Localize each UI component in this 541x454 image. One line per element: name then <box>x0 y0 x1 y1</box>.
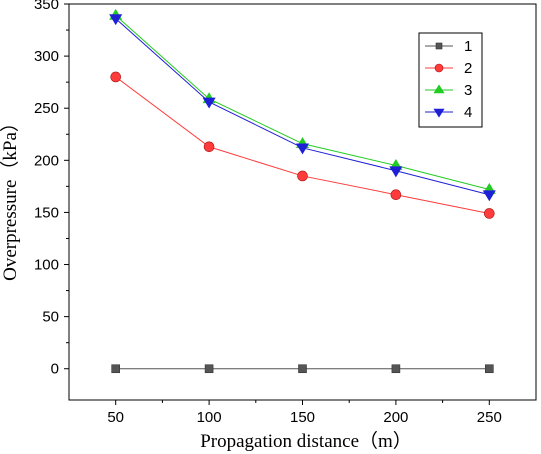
y-tick-label: 300 <box>34 48 59 65</box>
series-layer <box>109 8 496 374</box>
x-tick-label: 50 <box>107 409 124 426</box>
y-tick-label: 200 <box>34 152 59 169</box>
data-point <box>202 97 216 109</box>
y-tick-label: 250 <box>34 100 59 117</box>
y-tick-label: 150 <box>34 204 59 221</box>
data-point <box>391 364 401 374</box>
data-point <box>482 190 496 202</box>
legend-label: 2 <box>464 60 472 77</box>
x-tick-label: 200 <box>383 409 408 426</box>
axes-layer: 0 50 100 150 200 250 300 350 50 100 150 200 250 <box>34 0 537 426</box>
data-point <box>297 170 308 182</box>
y-tick-label: 50 <box>42 309 59 326</box>
data-point <box>110 71 121 83</box>
legend-marker <box>433 84 445 94</box>
x-tick-label: 150 <box>290 409 315 426</box>
legend-marker <box>434 63 444 73</box>
y-tick-label: 0 <box>51 361 59 378</box>
y-tick-label: 350 <box>34 0 59 13</box>
x-axis-title: Propagation distance（m） <box>200 430 412 452</box>
legend-box <box>418 32 483 128</box>
data-point <box>295 143 310 155</box>
data-point <box>389 166 403 178</box>
legend: 1 2 3 4 <box>418 32 483 128</box>
data-point <box>483 208 495 219</box>
legend-label: 1 <box>464 38 472 55</box>
data-point <box>390 189 402 201</box>
series-1 <box>111 364 494 374</box>
series-2 <box>110 71 495 219</box>
series-4 <box>109 14 496 202</box>
x-tick-label: 100 <box>197 409 222 426</box>
legend-label: 3 <box>464 82 472 99</box>
data-point <box>111 364 120 374</box>
data-point <box>204 364 214 374</box>
legend-entry: 2 <box>425 60 472 77</box>
legend-marker <box>435 42 443 50</box>
data-point <box>109 14 123 26</box>
y-tick-label: 100 <box>34 257 59 274</box>
legend-entry: 1 <box>425 38 472 55</box>
legend-label: 4 <box>464 104 472 121</box>
data-point <box>298 364 307 374</box>
legend-marker <box>433 108 445 118</box>
legend-entry: 4 <box>425 104 472 121</box>
legend-entry: 3 <box>425 82 472 99</box>
x-tick-label: 250 <box>477 409 502 426</box>
data-point <box>203 141 215 153</box>
y-axis-title: Overpressure（kPa） <box>0 113 21 281</box>
data-point <box>484 364 494 374</box>
